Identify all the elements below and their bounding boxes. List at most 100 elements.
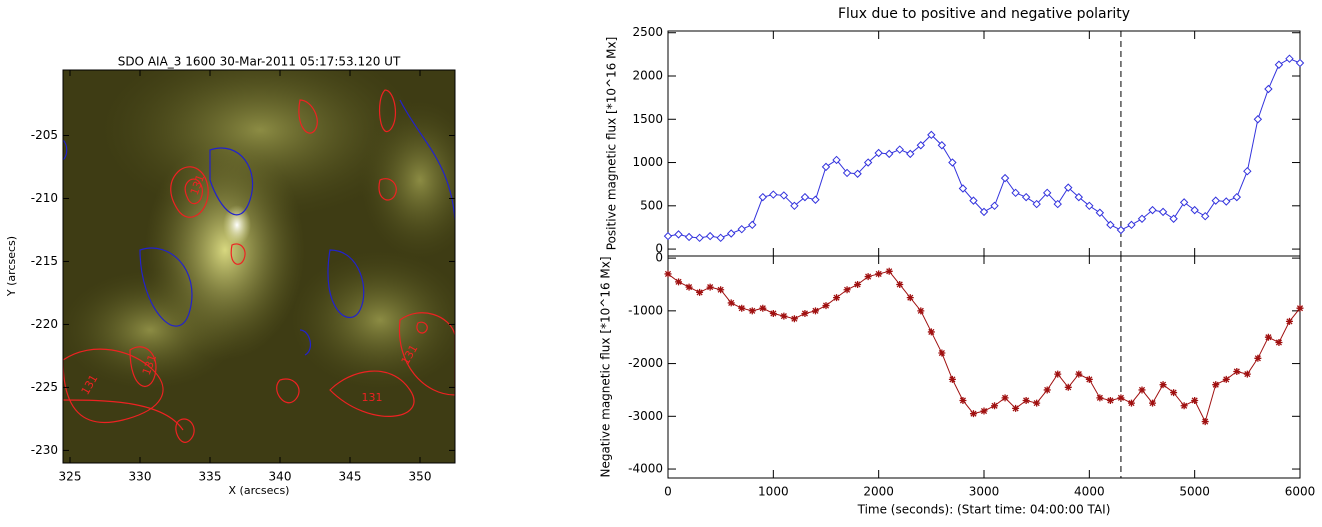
point xyxy=(800,192,810,202)
x-tick-label: 1000 xyxy=(758,485,789,499)
point xyxy=(969,196,978,205)
point xyxy=(1127,399,1135,407)
point xyxy=(1179,198,1189,207)
y-tick-label: -210 xyxy=(31,191,58,205)
point xyxy=(716,233,725,243)
point xyxy=(685,283,693,291)
x-tick-label: 6000 xyxy=(1285,485,1316,499)
point xyxy=(1127,220,1136,230)
y-tick-label: -220 xyxy=(31,317,58,331)
point xyxy=(1180,402,1188,410)
point xyxy=(726,229,736,238)
point xyxy=(1201,418,1209,426)
point xyxy=(1001,394,1009,402)
x-tick-label: 0 xyxy=(664,485,672,499)
point xyxy=(1053,199,1062,209)
chart-title: Flux due to positive and negative polari… xyxy=(838,6,1130,22)
point xyxy=(811,307,819,315)
y-tick-label: -225 xyxy=(31,380,58,394)
point xyxy=(895,145,904,154)
point xyxy=(790,201,799,211)
point xyxy=(1274,60,1284,69)
point xyxy=(1106,396,1114,404)
point xyxy=(727,299,735,307)
point xyxy=(1191,396,1199,404)
point xyxy=(842,168,852,178)
point xyxy=(863,158,873,167)
point xyxy=(853,169,862,178)
x-tick-label: 330 xyxy=(129,470,152,484)
point xyxy=(1243,166,1252,176)
point xyxy=(1275,338,1283,346)
point xyxy=(748,307,756,315)
point xyxy=(980,407,988,415)
x-tick-label: 345 xyxy=(339,470,362,484)
y-tick-label: 500 xyxy=(640,198,663,212)
point xyxy=(1222,375,1230,383)
image-frame xyxy=(62,69,456,464)
point xyxy=(769,309,777,317)
point xyxy=(1169,214,1178,223)
point xyxy=(1085,375,1093,383)
point xyxy=(1253,115,1263,124)
point xyxy=(801,309,809,317)
point xyxy=(684,232,694,242)
plot-frame xyxy=(667,30,1301,257)
point xyxy=(991,402,999,410)
point xyxy=(674,230,683,239)
point xyxy=(1190,205,1199,215)
point xyxy=(780,312,788,320)
y-tick-label: -205 xyxy=(31,128,58,142)
point xyxy=(843,286,851,294)
series-line xyxy=(667,270,1301,423)
point xyxy=(821,162,831,172)
point xyxy=(1295,58,1305,68)
point xyxy=(737,224,746,234)
x-axis-label: Time (seconds): (Start time: 04:00:00 TA… xyxy=(857,503,1111,517)
plot-frame xyxy=(667,255,1301,479)
point xyxy=(1022,396,1030,404)
point xyxy=(779,191,789,200)
point xyxy=(916,141,926,150)
point xyxy=(695,233,704,243)
point xyxy=(1233,367,1241,375)
point xyxy=(1211,196,1220,205)
point xyxy=(948,158,957,167)
point xyxy=(1042,188,1052,198)
point xyxy=(1264,333,1272,341)
point xyxy=(969,410,977,418)
point xyxy=(1264,84,1273,94)
contour-label: 131 xyxy=(362,391,383,404)
y-tick-label: -230 xyxy=(31,443,58,457)
point xyxy=(1149,399,1157,407)
point xyxy=(822,302,830,310)
point xyxy=(1170,389,1178,397)
point xyxy=(990,201,999,211)
x-tick-label: 325 xyxy=(59,470,82,484)
y-tick-label: 2000 xyxy=(632,69,663,83)
point xyxy=(1116,225,1126,235)
point xyxy=(738,304,746,312)
point xyxy=(948,375,956,383)
point xyxy=(1032,199,1041,209)
x-tick-label: 2000 xyxy=(863,485,894,499)
point xyxy=(1095,208,1105,217)
point xyxy=(748,220,757,230)
point xyxy=(937,141,947,150)
point xyxy=(717,286,725,294)
y-tick-label: -1000 xyxy=(628,303,663,317)
point xyxy=(1285,317,1293,325)
image-title: SDO AIA_3 1600 30-Mar-2011 05:17:53.120 … xyxy=(118,55,401,69)
point xyxy=(706,283,714,291)
point xyxy=(875,270,883,278)
point xyxy=(1296,304,1304,312)
y-axis-label: Positive magnetic flux [*10^16 Mx] xyxy=(605,37,619,250)
point xyxy=(1137,214,1147,223)
point xyxy=(696,288,704,296)
point xyxy=(1212,381,1220,389)
point xyxy=(1138,386,1146,394)
point xyxy=(938,349,946,357)
point xyxy=(1074,192,1084,202)
point xyxy=(1043,386,1051,394)
